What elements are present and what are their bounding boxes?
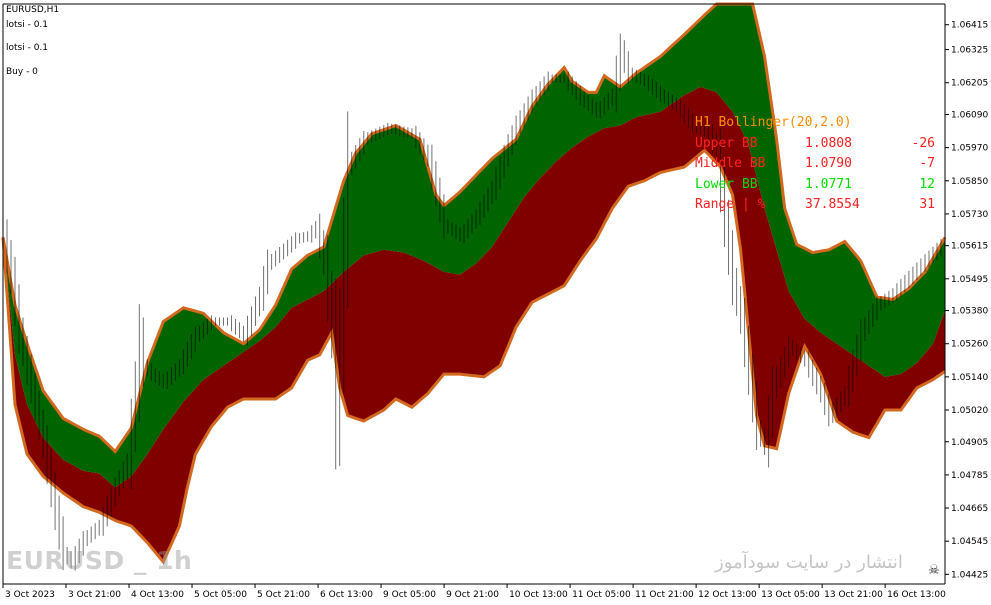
middle-bb-value: 1.0790	[805, 156, 852, 171]
y-tick-label: 1.06090	[951, 110, 988, 120]
watermark-site: انتشار در سایت سودآموز	[715, 552, 903, 573]
range-row: Range | % 37.8554 31	[695, 195, 940, 216]
axis-layer: 1.06415 1.06325 1.06205 1.06090 1.05970 1.058…	[2, 3, 988, 600]
y-tick-label: 1.05615	[951, 242, 988, 252]
indicator-title: H1 Bollinger(20,2.0)	[695, 115, 852, 130]
x-tick-label: 4 Oct 13:00	[131, 590, 184, 600]
y-tick-label: 1.04905	[951, 438, 988, 448]
symbol-title: EURUSD,H1	[6, 5, 60, 15]
x-tick-label: 11 Oct 05:00	[572, 590, 631, 600]
y-tick-label: 1.04665	[951, 504, 988, 514]
lower-bb-value: 1.0771	[805, 176, 852, 192]
y-tick-label: 1.05020	[951, 406, 988, 416]
x-tick-label: 13 Oct 05:00	[761, 590, 820, 600]
y-tick-label: 1.05970	[951, 144, 988, 154]
lower-bb-label: Lower BB	[695, 176, 758, 192]
price-bars-layer	[2, 33, 946, 571]
band-fill-layer	[3, 4, 945, 562]
x-tick-label: 9 Oct 05:00	[383, 590, 436, 600]
x-tick-label: 5 Oct 21:00	[257, 590, 310, 600]
indicator-title-row: H1 Bollinger(20,2.0)	[695, 113, 940, 134]
lower-bb-line	[1, 148, 946, 565]
x-tick-label: 6 Oct 13:00	[320, 590, 373, 600]
y-tick-label: 1.05495	[951, 275, 988, 285]
watermark-symbol: EURUSD _ 1h	[6, 546, 193, 575]
upper-bb-value: 1.0808	[805, 135, 852, 151]
upper-bb-row: Upper BB 1.0808 -26	[695, 134, 940, 155]
y-tick-label: 1.05140	[951, 373, 988, 383]
x-tick-label: 11 Oct 21:00	[635, 590, 694, 600]
x-tick-label: 5 Oct 05:00	[194, 590, 247, 600]
y-tick-label: 1.04545	[951, 537, 988, 547]
y-tick-label: 1.06205	[951, 79, 988, 89]
x-tick-label: 10 Oct 13:00	[509, 590, 568, 600]
upper-bb-label: Upper BB	[695, 135, 758, 151]
y-tick-label: 1.05730	[951, 210, 988, 220]
y-tick-label: 1.04785	[951, 471, 988, 481]
skull-icon: ☠	[928, 562, 940, 577]
middle-bb-points: -7	[919, 156, 935, 171]
band-line-layer	[1, 2, 947, 565]
upper-bb-points: -26	[911, 135, 935, 151]
lower-bb-points: 12	[919, 176, 935, 192]
upper-bb-line	[1, 2, 947, 454]
middle-bb-row: Middle BB 1.0790 -7	[695, 154, 940, 175]
y-tick-label: 1.05260	[951, 340, 988, 350]
lower-band-area	[3, 86, 945, 562]
upper-band-area	[3, 4, 945, 488]
range-points: 31	[919, 197, 935, 212]
x-tick-label: 13 Oct 21:00	[824, 590, 883, 600]
y-tick-label: 1.04425	[951, 570, 988, 580]
y-tick-label: 1.05850	[951, 177, 988, 187]
x-tick-label: 3 Oct 21:00	[68, 590, 121, 600]
x-tick-label: 16 Oct 13:00	[887, 590, 946, 600]
info-line-3: Buy - 0	[6, 67, 38, 77]
y-tick-label: 1.06415	[951, 21, 988, 31]
x-tick-label: 3 Oct 2023	[5, 590, 55, 600]
y-tick-label: 1.06325	[951, 46, 988, 56]
y-tick-label: 1.05380	[951, 307, 988, 317]
info-line-1: lotsi - 0.1	[6, 20, 49, 30]
range-label: Range | %	[695, 197, 766, 212]
x-tick-label: 12 Oct 13:00	[698, 590, 757, 600]
range-value: 37.8554	[805, 197, 860, 212]
info-line-2: lotsi - 0.1	[6, 43, 49, 53]
indicator-panel: H1 Bollinger(20,2.0) Upper BB 1.0808 -26…	[695, 113, 940, 216]
lower-bb-row: Lower BB 1.0771 12	[695, 175, 940, 196]
x-tick-label: 9 Oct 21:00	[446, 590, 499, 600]
middle-bb-label: Middle BB	[695, 156, 766, 171]
